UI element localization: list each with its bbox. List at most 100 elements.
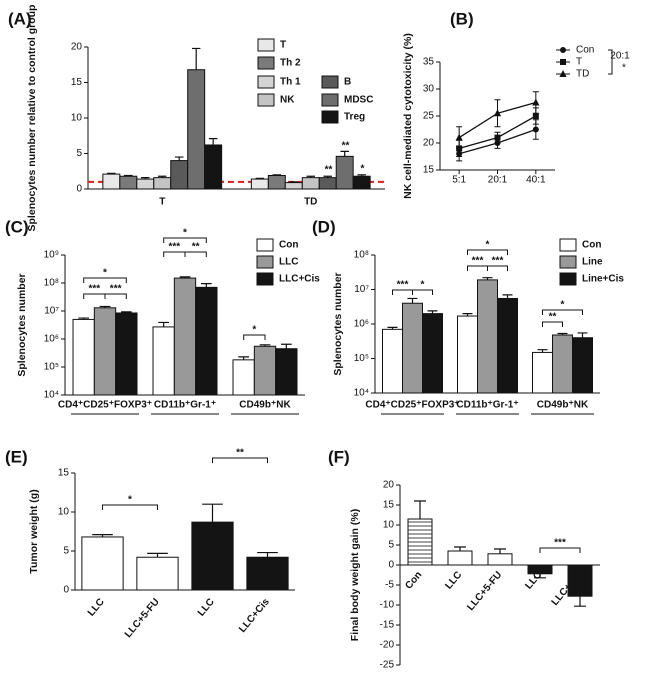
legend-swatch (257, 56, 275, 70)
error-bar (99, 305, 111, 308)
y-tick-label: 10 (58, 507, 70, 518)
annotation: * (622, 63, 626, 74)
annotation: * (361, 164, 365, 175)
significance-label: ** (192, 242, 200, 253)
bar (253, 345, 277, 396)
error-bar (124, 174, 133, 177)
error-bar (427, 310, 438, 314)
significance-bracket (83, 293, 106, 299)
annotation: ** (325, 165, 333, 176)
error-bar (158, 175, 167, 178)
legend-swatch (256, 255, 274, 269)
y-tick-label: 20 (71, 42, 83, 53)
significance-label: * (252, 325, 256, 336)
legend-label: Con (576, 45, 594, 56)
y-tick-label: 10⁶ (354, 319, 369, 330)
y-tick-label: 20 (383, 480, 395, 491)
significance-label: * (128, 495, 132, 506)
bar (407, 518, 433, 566)
error-bar (255, 177, 265, 180)
bar (532, 351, 553, 394)
error-bar (238, 356, 249, 360)
y-tick-label: 15 (71, 77, 83, 88)
y-tick-label: 15 (383, 500, 395, 511)
legend-label: Line (582, 257, 603, 268)
error-bar (537, 349, 548, 353)
y-axis-label: Tumor weight (g) (28, 489, 40, 573)
bar (402, 302, 423, 394)
y-tick-label: -15 (380, 620, 395, 631)
legend-swatch (559, 238, 577, 252)
legend-label: NK (280, 95, 295, 106)
y-tick-label: 10 (383, 520, 395, 531)
y-tick-label: 35 (423, 57, 435, 68)
significance-label: *** (110, 284, 122, 295)
significance-label: * (103, 268, 107, 279)
x-tick-label: LLC (443, 570, 464, 592)
x-tick-label: LLC+Cis (237, 596, 272, 635)
bar (191, 521, 234, 591)
error-bar (407, 297, 418, 304)
legend-label: LLC+Cis (279, 274, 320, 285)
significance-label: * (486, 240, 490, 251)
bar (572, 337, 593, 394)
y-axis-label: Final body weight gain (%) (349, 509, 361, 641)
significance-label: *** (397, 280, 409, 291)
y-tick-label: 0 (63, 585, 69, 596)
bar (195, 286, 218, 396)
error-bar (357, 174, 366, 177)
bar (187, 69, 206, 190)
error-bar (272, 174, 282, 176)
bar (457, 315, 478, 394)
y-tick-label: 20 (423, 138, 435, 149)
legend-swatch (256, 238, 274, 252)
x-tick-label: 5:1 (452, 175, 466, 186)
panel-label: (D) (312, 217, 336, 236)
y-tick-label: 15 (423, 165, 435, 176)
annotation: ** (342, 141, 350, 152)
marker (532, 98, 540, 106)
x-tick-label: CD4⁺CD25⁺FOXP3⁺ (365, 400, 459, 411)
significance-bracket (163, 251, 186, 257)
panel-label: (C) (5, 217, 29, 236)
marker (494, 134, 501, 141)
bar (93, 307, 117, 396)
y-axis-label: Splenocytes number (332, 272, 344, 375)
y-tick-label: 10⁵ (354, 353, 369, 364)
error-bar (179, 276, 191, 279)
x-tick-label: CD4⁺CD25⁺FOXP3⁺ (58, 400, 152, 411)
legend-label: Con (582, 240, 601, 251)
y-tick-label: 10⁸ (44, 278, 59, 289)
y-tick-label: 10⁶ (44, 334, 59, 345)
significance-label: *** (89, 284, 101, 295)
error-bar (121, 311, 132, 313)
bar (447, 550, 473, 566)
y-tick-label: 0 (388, 560, 394, 571)
y-tick-label: 10⁴ (44, 390, 59, 401)
y-tick-label: 10⁸ (354, 250, 369, 261)
legend-label: T (280, 40, 286, 51)
y-axis-label: Splenocytes number (16, 273, 28, 376)
significance-bracket (243, 334, 266, 340)
bar (335, 155, 354, 190)
y-tick-label: 5 (76, 148, 82, 159)
error-bar (78, 317, 89, 320)
x-tick-label: LLC (86, 597, 107, 619)
y-tick-label: 10 (71, 113, 83, 124)
bar (173, 277, 197, 396)
significance-bracket (392, 289, 413, 295)
significance-label: *** (554, 538, 566, 549)
error-bar (257, 551, 278, 558)
y-tick-label: -25 (380, 660, 395, 671)
significance-bracket (412, 289, 433, 295)
error-bar (574, 596, 586, 607)
significance-label: * (183, 228, 187, 239)
y-axis-label: NK cell-mediated cytotoxicity (%) (402, 33, 414, 199)
x-tick-label: CD49b⁺NK (537, 400, 589, 411)
y-tick-label: 5 (388, 540, 394, 551)
marker (532, 126, 539, 133)
error-bar (557, 332, 568, 335)
error-bar (281, 343, 292, 349)
error-bar (577, 332, 588, 338)
